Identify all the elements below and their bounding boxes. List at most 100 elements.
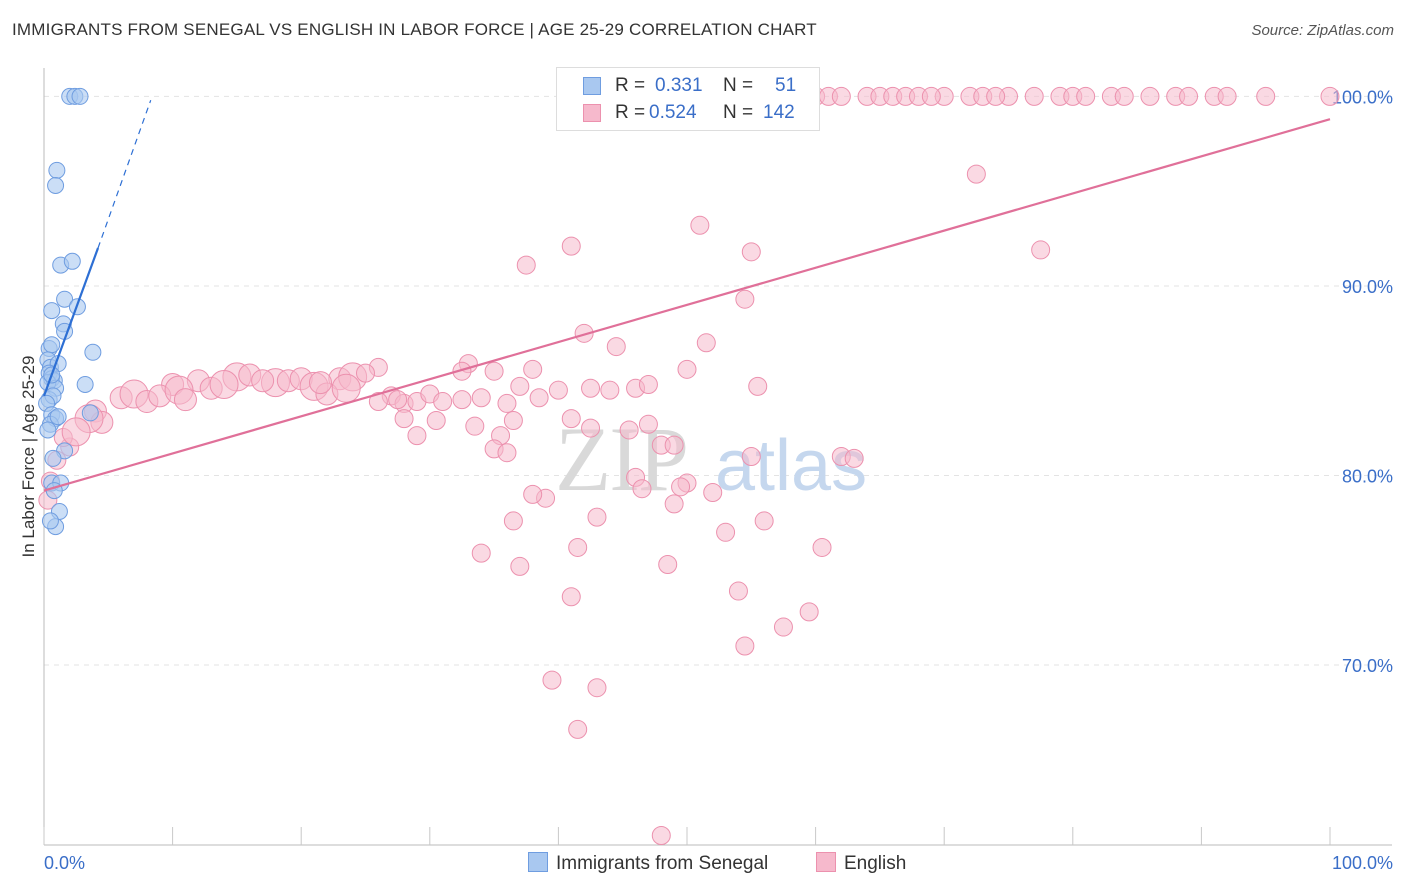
data-point-english (426, 410, 446, 430)
data-point-english (568, 537, 588, 557)
data-point-english (844, 448, 864, 468)
bottom-legend-english: English (816, 852, 906, 875)
data-point-english (388, 390, 408, 410)
data-point-english (600, 380, 620, 400)
data-point-english (696, 333, 716, 353)
data-point-english (664, 494, 684, 514)
data-point-english (331, 373, 361, 403)
data-point-english (452, 390, 472, 410)
data-point-english (690, 215, 710, 235)
legend-row-english: R = 0.524 N = 142 (557, 101, 819, 127)
data-point-english (251, 369, 275, 393)
data-point-english (471, 388, 491, 408)
bottom-legend-senegal: Immigrants from Senegal (528, 852, 768, 875)
trend-line-senegal-extension (97, 100, 152, 249)
data-point-english (619, 420, 639, 440)
data-point-english (61, 417, 91, 447)
data-point-english (921, 86, 941, 106)
data-point-english (503, 511, 523, 531)
y-tick-label: 100.0% (1332, 87, 1393, 107)
legend-n-label: N = (723, 102, 754, 123)
data-point-english (1024, 86, 1044, 106)
data-point-english (548, 380, 568, 400)
data-point-english (497, 393, 517, 413)
data-point-english (735, 289, 755, 309)
data-point-english (1031, 240, 1051, 260)
data-point-senegal (84, 343, 102, 361)
data-point-senegal (43, 336, 61, 354)
data-point-english (587, 678, 607, 698)
data-point-senegal (49, 408, 67, 426)
data-point-english (966, 164, 986, 184)
data-point-english (497, 443, 517, 463)
data-point-english (516, 255, 536, 275)
data-point-english (407, 426, 427, 446)
data-point-english (433, 392, 453, 412)
legend-r-label: R = (615, 102, 646, 123)
data-point-senegal (39, 421, 57, 439)
data-point-english (638, 414, 658, 434)
data-point-english (209, 369, 239, 399)
data-point-senegal (56, 290, 74, 308)
data-point-english (465, 416, 485, 436)
y-tick-label: 70.0% (1342, 656, 1393, 676)
data-point-english (510, 376, 530, 396)
bottom-legend-swatch-senegal (528, 852, 548, 872)
x-tick-label: 0.0% (44, 853, 85, 873)
legend-n-label: N = (723, 75, 754, 96)
data-point-english (703, 483, 723, 503)
y-tick-label: 80.0% (1342, 466, 1393, 486)
data-point-senegal (71, 87, 89, 105)
data-point-english (574, 323, 594, 343)
data-point-senegal (63, 252, 81, 270)
data-point-senegal (41, 512, 59, 530)
bottom-legend-swatch-english (816, 852, 836, 872)
y-axis-label: In Labor Force | Age 25-29 (19, 356, 38, 558)
data-point-english (1256, 86, 1276, 106)
data-point-english (173, 388, 197, 412)
watermark-atlas: atlas (715, 426, 867, 506)
data-point-english (741, 447, 761, 466)
data-point-english (677, 359, 697, 379)
data-point-english (471, 543, 491, 563)
data-point-english (581, 418, 601, 438)
data-point-english (606, 337, 626, 357)
data-point-senegal (47, 176, 65, 194)
data-point-english (503, 410, 523, 430)
data-point-english (510, 556, 530, 576)
data-point-english (651, 826, 671, 846)
data-point-english (368, 392, 388, 412)
legend-n-value: 142 (763, 102, 795, 123)
data-point-english (735, 636, 755, 656)
data-point-senegal (48, 161, 66, 179)
chart-source: Source: ZipAtlas.com (1251, 22, 1394, 39)
data-point-english (799, 602, 819, 622)
data-point-english (1320, 86, 1340, 106)
legend-r-value: 0.331 (655, 75, 703, 96)
trend-line-senegal (42, 247, 100, 397)
data-point-english (542, 670, 562, 690)
data-point-english (1140, 86, 1160, 106)
data-point-english (671, 477, 691, 497)
bottom-legend-label-senegal: Immigrants from Senegal (556, 853, 769, 874)
data-point-english (716, 522, 736, 542)
data-point-english (1114, 86, 1134, 106)
data-point-english (664, 435, 684, 455)
legend-n-value: 51 (775, 75, 797, 96)
data-point-senegal (43, 302, 61, 320)
data-point-english (831, 86, 851, 106)
data-point-senegal (44, 449, 62, 467)
data-point-english (529, 388, 549, 408)
y-tick-label: 90.0% (1342, 277, 1393, 297)
data-point-english (308, 371, 332, 395)
chart-title: IMMIGRANTS FROM SENEGAL VS ENGLISH IN LA… (12, 20, 817, 39)
data-point-english (1179, 86, 1199, 106)
data-point-senegal (81, 404, 99, 422)
data-point-english (452, 361, 472, 381)
data-point-english (484, 361, 504, 381)
data-point-english (986, 86, 1006, 106)
data-point-english (638, 374, 658, 394)
data-point-english (741, 242, 761, 262)
data-point-senegal (76, 375, 94, 393)
